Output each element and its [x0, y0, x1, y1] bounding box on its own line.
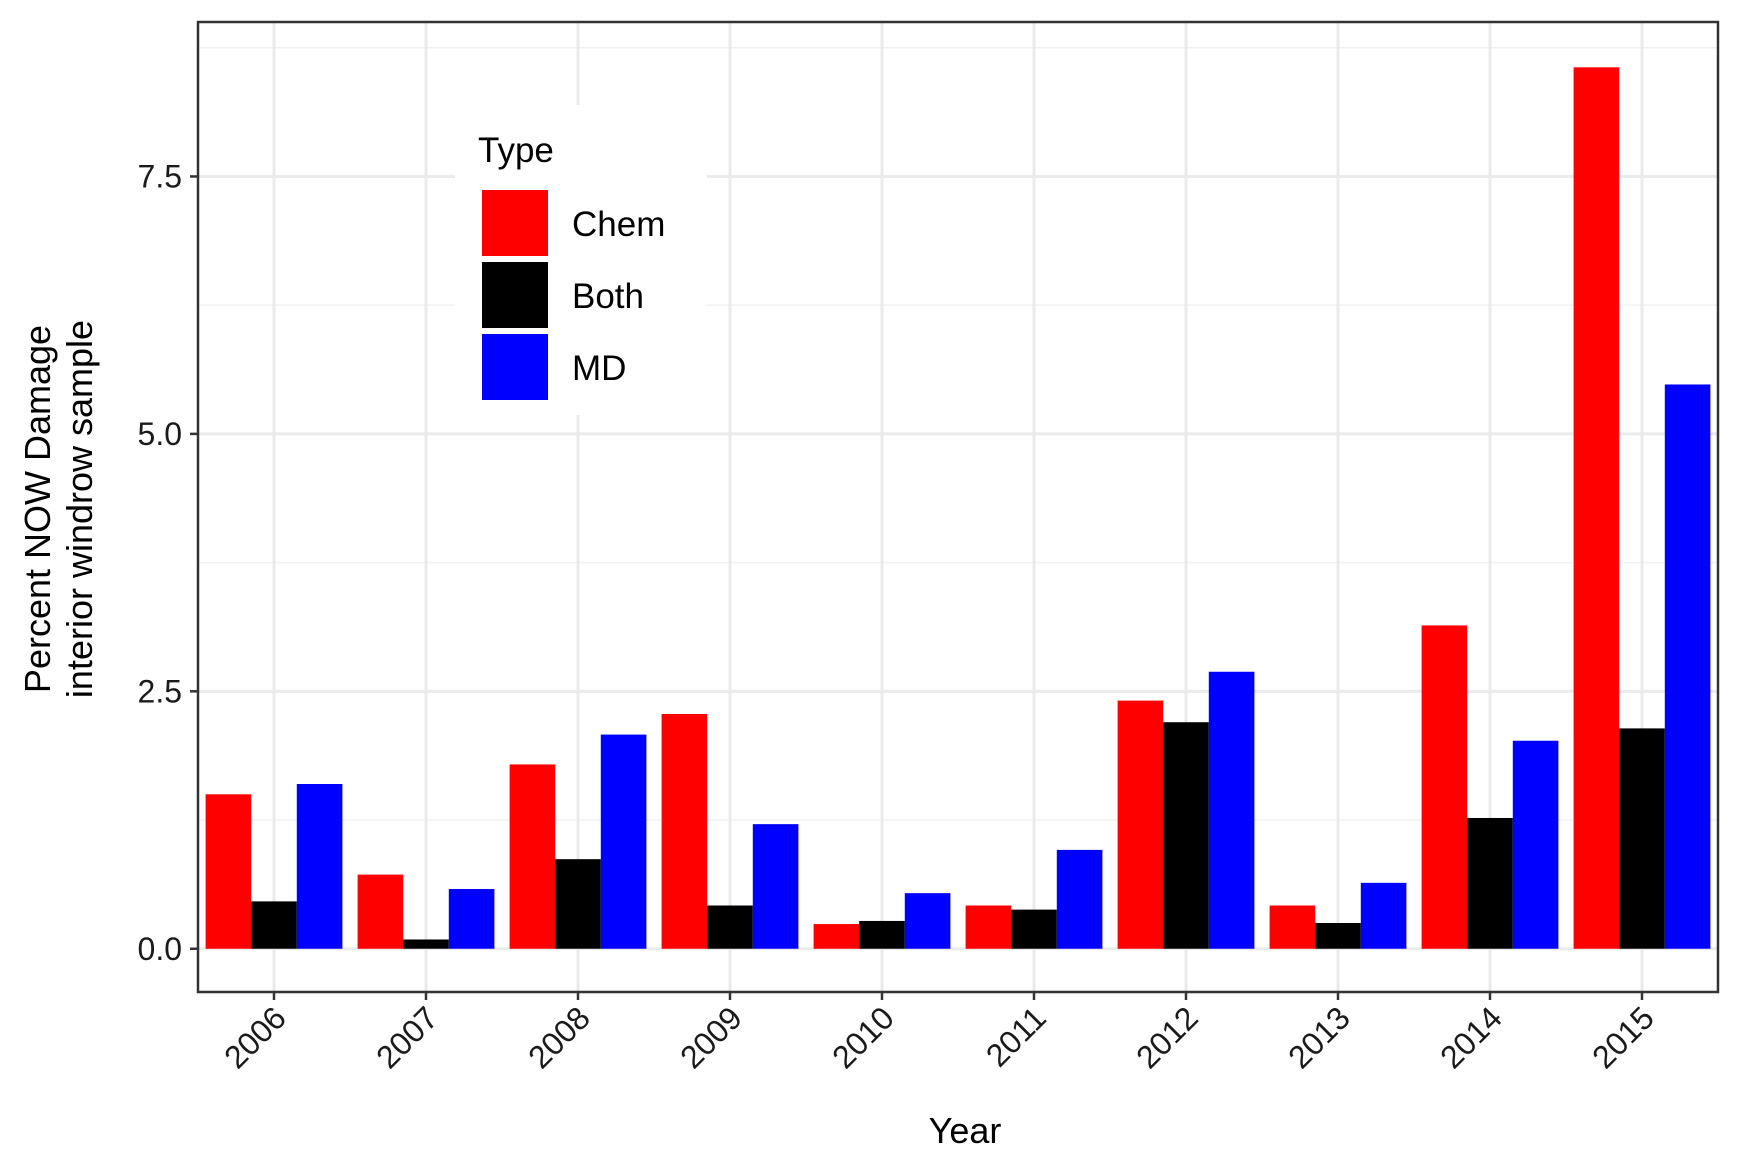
y-tick-label: 0.0 — [138, 931, 182, 967]
bar-both-2009 — [707, 905, 753, 949]
bar-md-2013 — [1360, 882, 1407, 949]
legend-label-both: Both — [572, 277, 644, 316]
bar-chem-2006 — [205, 794, 252, 949]
bar-md-2011 — [1056, 849, 1103, 949]
y-axis-title-line-1: Percent NOW Damage — [17, 325, 58, 693]
bar-chem-2007 — [357, 874, 404, 949]
bar-both-2014 — [1467, 817, 1513, 949]
bar-both-2012 — [1163, 722, 1209, 949]
bar-chem-2012 — [1117, 700, 1164, 949]
panel-border — [196, 20, 1720, 994]
bar-both-2007 — [403, 939, 449, 949]
x-tick-label: 2012 — [1129, 999, 1205, 1075]
bar-both-2008 — [555, 859, 601, 949]
x-tick-label: 2013 — [1281, 999, 1357, 1075]
bar-chem-2015 — [1573, 67, 1620, 949]
bar-both-2006 — [251, 901, 297, 949]
bar-md-2007 — [448, 889, 495, 949]
x-axis-title: Year — [929, 1110, 1002, 1151]
y-axis-title-line-2: interior windrow sample — [59, 320, 100, 698]
x-tick-label: 2014 — [1433, 999, 1509, 1075]
bar-chem-2014 — [1421, 625, 1468, 949]
bar-both-2013 — [1315, 923, 1361, 949]
bar-md-2010 — [904, 893, 951, 949]
bar-md-2006 — [296, 783, 343, 949]
bar-chem-2011 — [965, 905, 1012, 949]
x-tick-label: 2015 — [1585, 999, 1661, 1075]
y-tick-label: 2.5 — [138, 673, 182, 709]
x-tick-label: 2011 — [979, 999, 1053, 1073]
x-tick-label: 2009 — [673, 999, 749, 1075]
bar-md-2015 — [1664, 384, 1711, 949]
legend-swatch-chem — [482, 190, 548, 256]
y-tick-label: 5.0 — [138, 416, 182, 452]
bar-both-2010 — [859, 920, 905, 949]
x-tick-label: 2007 — [369, 999, 445, 1075]
x-tick-label: 2006 — [217, 999, 293, 1075]
bar-chem-2010 — [813, 924, 860, 949]
bars — [205, 67, 1711, 949]
grid — [198, 22, 1718, 992]
legend-title: Type — [478, 131, 554, 170]
bar-both-2015 — [1619, 728, 1665, 949]
legend-items: Chem Both MD — [482, 190, 665, 400]
legend: Type Chem Both MD — [455, 105, 707, 415]
bar-chem-2008 — [509, 764, 556, 949]
x-tick-label: 2008 — [521, 999, 597, 1075]
y-tick-label: 7.5 — [138, 158, 182, 194]
bar-md-2014 — [1512, 740, 1559, 949]
bar-both-2011 — [1011, 909, 1057, 949]
bar-md-2009 — [752, 824, 799, 949]
x-tick-label: 2010 — [825, 999, 901, 1075]
bar-chem-2009 — [661, 713, 708, 949]
legend-label-chem: Chem — [572, 205, 665, 244]
legend-swatch-md — [482, 334, 548, 400]
bar-chem-2013 — [1269, 905, 1316, 949]
legend-label-md: MD — [572, 349, 626, 388]
bar-md-2012 — [1208, 671, 1255, 949]
legend-swatch-both — [482, 262, 548, 328]
bar-md-2008 — [600, 734, 647, 949]
